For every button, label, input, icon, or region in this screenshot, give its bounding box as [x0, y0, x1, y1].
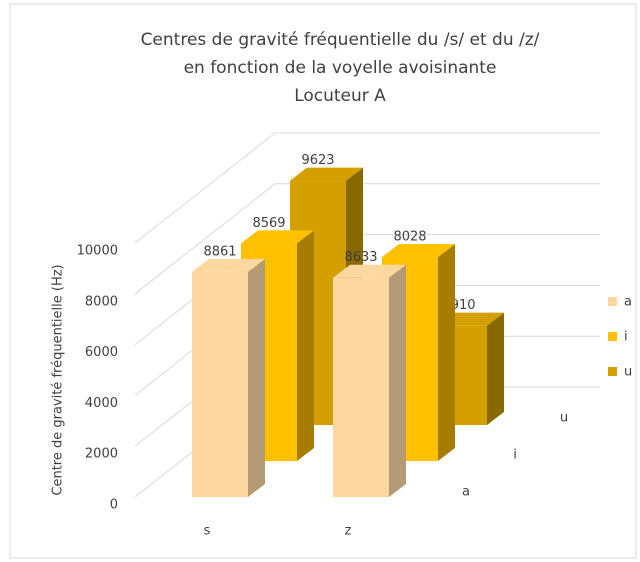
bar-side — [389, 264, 406, 497]
legend-label: a — [624, 295, 632, 310]
y-tick-label: 8000 — [85, 294, 118, 309]
bar-side — [487, 312, 504, 425]
data-label: 8633 — [344, 250, 377, 265]
data-label: 9623 — [301, 153, 334, 168]
x-tick-label: s — [204, 524, 211, 539]
bar-top — [382, 244, 455, 258]
legend-label: u — [624, 365, 632, 380]
chart-title: Centres de gravité fréquentielle du /s/ … — [141, 30, 540, 50]
legend-label: i — [624, 330, 628, 345]
chart-title: Locuteur A — [294, 86, 386, 106]
y-tick-label: 2000 — [85, 447, 118, 462]
y-tick-label: 10000 — [77, 244, 118, 259]
legend-swatch — [608, 367, 617, 376]
data-label: 8569 — [252, 216, 285, 231]
data-label: 8861 — [203, 244, 236, 259]
legend-swatch — [608, 332, 617, 341]
chart-title: en fonction de la voyelle avoisinante — [184, 58, 497, 78]
bar — [333, 277, 389, 497]
bar-side — [248, 258, 265, 497]
depth-label: u — [560, 411, 568, 426]
depth-label: i — [513, 448, 517, 463]
grid-line — [134, 132, 600, 244]
bar-top — [192, 258, 265, 272]
bar-top — [333, 264, 406, 278]
bar — [192, 271, 248, 497]
y-tick-label: 0 — [110, 498, 118, 513]
data-label: 8028 — [393, 230, 426, 245]
depth-label: a — [462, 485, 470, 500]
y-axis-label: Centre de gravité fréquentielle (Hz) — [51, 264, 66, 495]
bar-side — [438, 244, 455, 461]
y-tick-label: 6000 — [85, 345, 118, 360]
x-tick-label: z — [345, 524, 352, 539]
bar-side — [297, 230, 314, 461]
bar-top — [290, 167, 363, 181]
bar-top — [241, 230, 314, 244]
legend-swatch — [608, 297, 617, 306]
grid-line — [134, 183, 600, 295]
y-tick-label: 4000 — [85, 396, 118, 411]
